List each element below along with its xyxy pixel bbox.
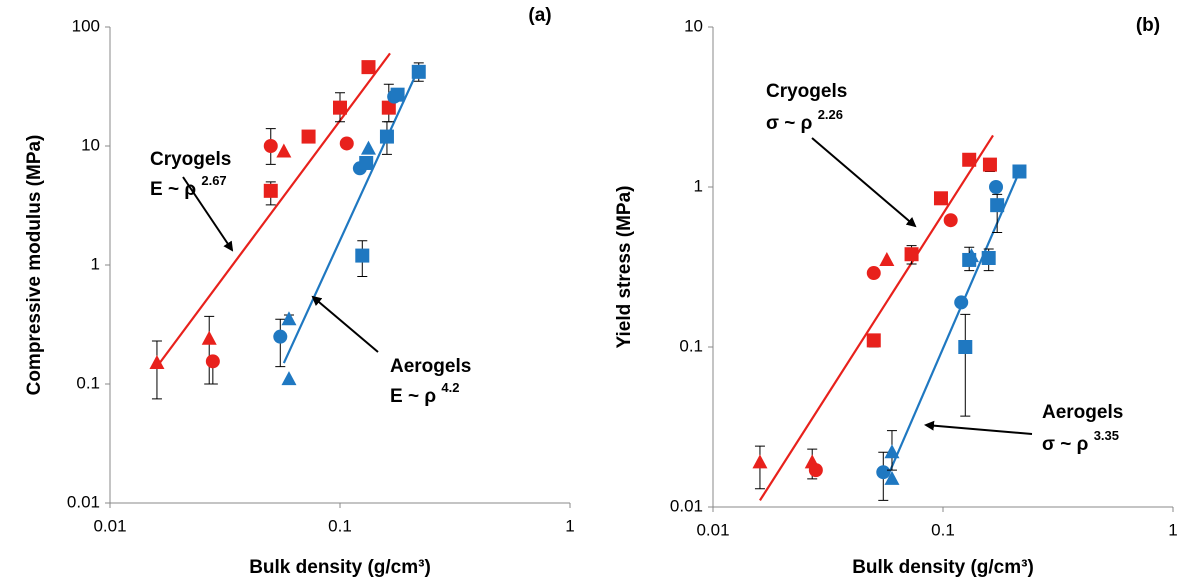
- point: [943, 213, 958, 228]
- arrow: [924, 420, 1033, 435]
- point: [359, 155, 374, 170]
- annotation-exponent: 2.67: [201, 173, 226, 188]
- point: [962, 152, 977, 167]
- point: [884, 444, 900, 459]
- arrow: [811, 137, 917, 228]
- point: [981, 250, 996, 265]
- x-tick-label: 1: [1168, 520, 1177, 539]
- point: [990, 198, 1005, 213]
- fit-line: [156, 52, 391, 368]
- fit-line: [282, 67, 420, 364]
- point: [954, 295, 969, 310]
- point: [904, 247, 919, 262]
- annotation-text: E ~ ρ: [390, 386, 441, 407]
- point: [379, 129, 394, 144]
- y-tick-label: 10: [684, 16, 703, 35]
- y-tick-label: 0.01: [670, 496, 703, 515]
- annotation-exponent: 2.26: [818, 107, 843, 122]
- annotation-text: Cryogels: [766, 81, 847, 102]
- annotation: Cryogels: [766, 81, 847, 102]
- annotation-text: σ ~ ρ: [766, 113, 818, 134]
- y-tick-label: 0.01: [67, 492, 100, 511]
- arrow: [311, 295, 379, 353]
- point: [866, 333, 881, 348]
- error-bar: [151, 340, 162, 400]
- point: [339, 136, 354, 151]
- point: [989, 180, 1004, 194]
- point: [411, 64, 426, 79]
- annotation: Cryogels: [150, 149, 231, 170]
- annotation-text: Aerogels: [1042, 402, 1123, 423]
- point: [876, 465, 891, 480]
- annotation-text: Cryogels: [150, 149, 231, 170]
- x-tick-label: 0.1: [931, 520, 955, 539]
- fit-line: [759, 134, 994, 501]
- point: [808, 463, 823, 478]
- annotation-exponent: 4.2: [441, 380, 459, 395]
- annotation: Aerogels: [390, 356, 471, 377]
- panel-label: (b): [1136, 15, 1160, 36]
- point: [752, 454, 768, 469]
- point: [958, 340, 973, 354]
- y-tick-label: 1: [694, 176, 703, 195]
- point: [962, 252, 977, 267]
- y-tick-label: 10: [81, 135, 100, 154]
- point: [273, 329, 288, 344]
- x-tick-label: 0.01: [696, 520, 729, 539]
- point: [1012, 164, 1027, 179]
- x-tick-label: 1: [565, 516, 574, 535]
- point: [276, 143, 292, 158]
- point: [355, 248, 370, 263]
- y-tick-label: 1: [91, 254, 100, 273]
- point: [205, 354, 220, 369]
- point: [201, 330, 217, 345]
- annotation-text: σ ~ ρ: [1042, 434, 1094, 455]
- annotation: E ~ ρ 4.2: [390, 380, 459, 407]
- point: [281, 311, 297, 326]
- point: [149, 355, 165, 370]
- point: [982, 157, 997, 172]
- y-tick-label: 0.1: [679, 336, 703, 355]
- point: [884, 470, 900, 485]
- error-bar: [960, 313, 971, 417]
- y-tick-label: 0.1: [76, 373, 100, 392]
- point: [933, 191, 948, 206]
- point: [866, 266, 881, 281]
- point: [390, 87, 405, 102]
- point: [360, 140, 376, 155]
- arrow: [182, 176, 234, 252]
- point: [381, 100, 396, 115]
- point: [301, 129, 316, 144]
- annotation: σ ~ ρ 3.35: [1042, 428, 1119, 455]
- x-tick-label: 0.1: [328, 516, 352, 535]
- annotation-text: Aerogels: [390, 356, 471, 377]
- y-axis-title: Yield stress (MPa): [614, 186, 635, 349]
- panel-label: (a): [528, 5, 551, 26]
- annotation: Aerogels: [1042, 402, 1123, 423]
- x-axis-title: Bulk density (g/cm³): [249, 557, 431, 578]
- point: [263, 183, 278, 198]
- annotation: σ ~ ρ 2.26: [766, 107, 843, 134]
- x-axis-title: Bulk density (g/cm³): [852, 557, 1034, 578]
- point: [361, 60, 376, 75]
- point: [879, 251, 895, 266]
- x-tick-label: 0.01: [93, 516, 126, 535]
- point: [263, 139, 278, 153]
- y-axis-title: Compressive modulus (MPa): [24, 135, 45, 396]
- annotation-text: E ~ ρ: [150, 179, 201, 200]
- annotation-exponent: 3.35: [1094, 428, 1119, 443]
- point: [333, 100, 347, 115]
- y-tick-label: 100: [72, 16, 100, 35]
- point: [281, 371, 297, 386]
